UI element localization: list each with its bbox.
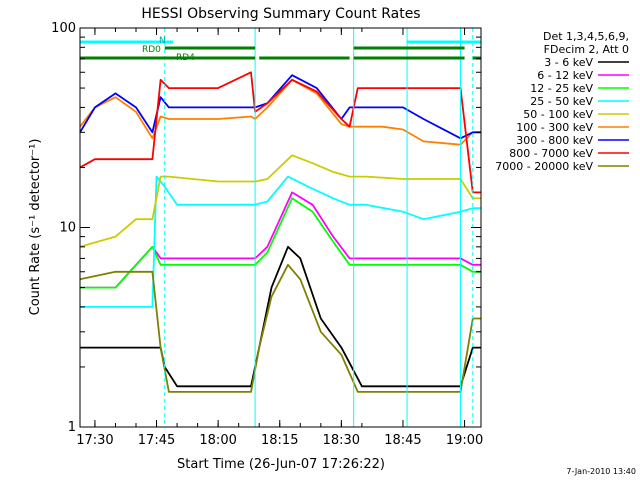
series-line-1 <box>80 191 481 289</box>
legend-label-6: 300 - 800 keV <box>516 134 593 147</box>
x-tick-label-2: 18:00 <box>199 433 236 448</box>
legend-label-1: 6 - 12 keV <box>537 69 593 82</box>
legend: Det 1,3,4,5,6,9,FDecim 2, Att 03 - 6 keV… <box>495 30 629 173</box>
status-label-0: N <box>159 36 166 46</box>
footer-timestamp: 7-Jan-2010 13:40 <box>566 467 636 476</box>
y-axis-label: Count Rate (s⁻¹ detector⁻¹) <box>28 139 43 316</box>
series-line-2 <box>80 197 481 289</box>
series-line-7 <box>79 71 481 194</box>
y-tick-label-0: 1 <box>68 420 76 435</box>
legend-label-3: 25 - 50 keV <box>530 95 593 108</box>
x-tick-label-4: 18:30 <box>323 433 360 448</box>
x-axis-label: Start Time (26-Jun-07 17:26:22) <box>177 457 385 472</box>
legend-header-0: Det 1,3,4,5,6,9, <box>543 30 629 43</box>
status-label-1: RD0 <box>142 45 161 55</box>
x-tick-label-5: 18:45 <box>384 433 421 448</box>
series-line-5 <box>79 78 481 146</box>
legend-label-4: 50 - 100 keV <box>523 108 593 121</box>
axes: 17:30 17:45 18:00 18:15 18:30 18:45 19:00 1 10 10… <box>51 21 483 448</box>
legend-label-2: 12 - 25 keV <box>530 82 593 95</box>
y-tick-label-1: 10 <box>59 221 76 236</box>
legend-label-8: 7000 - 20000 keV <box>495 160 593 173</box>
series-line-0 <box>80 245 481 388</box>
x-tick-label-1: 17:45 <box>138 433 175 448</box>
legend-label-7: 800 - 7000 keV <box>509 147 593 160</box>
chart-title: HESSI Observing Summary Count Rates <box>141 6 420 22</box>
status-label-2: RD4 <box>176 53 195 63</box>
legend-label-0: 3 - 6 keV <box>544 56 593 69</box>
x-tick-label-0: 17:30 <box>76 433 113 448</box>
series-line-3 <box>80 175 481 308</box>
y-tick-label-2: 100 <box>51 21 76 36</box>
series-line-6 <box>79 74 481 140</box>
legend-label-5: 100 - 300 keV <box>516 121 593 134</box>
x-tick-label-6: 19:00 <box>446 433 483 448</box>
series-line-8 <box>79 263 481 393</box>
legend-header-1: FDecim 2, Att 0 <box>544 43 629 56</box>
series-line-4 <box>79 154 481 248</box>
x-tick-label-3: 18:15 <box>261 433 298 448</box>
